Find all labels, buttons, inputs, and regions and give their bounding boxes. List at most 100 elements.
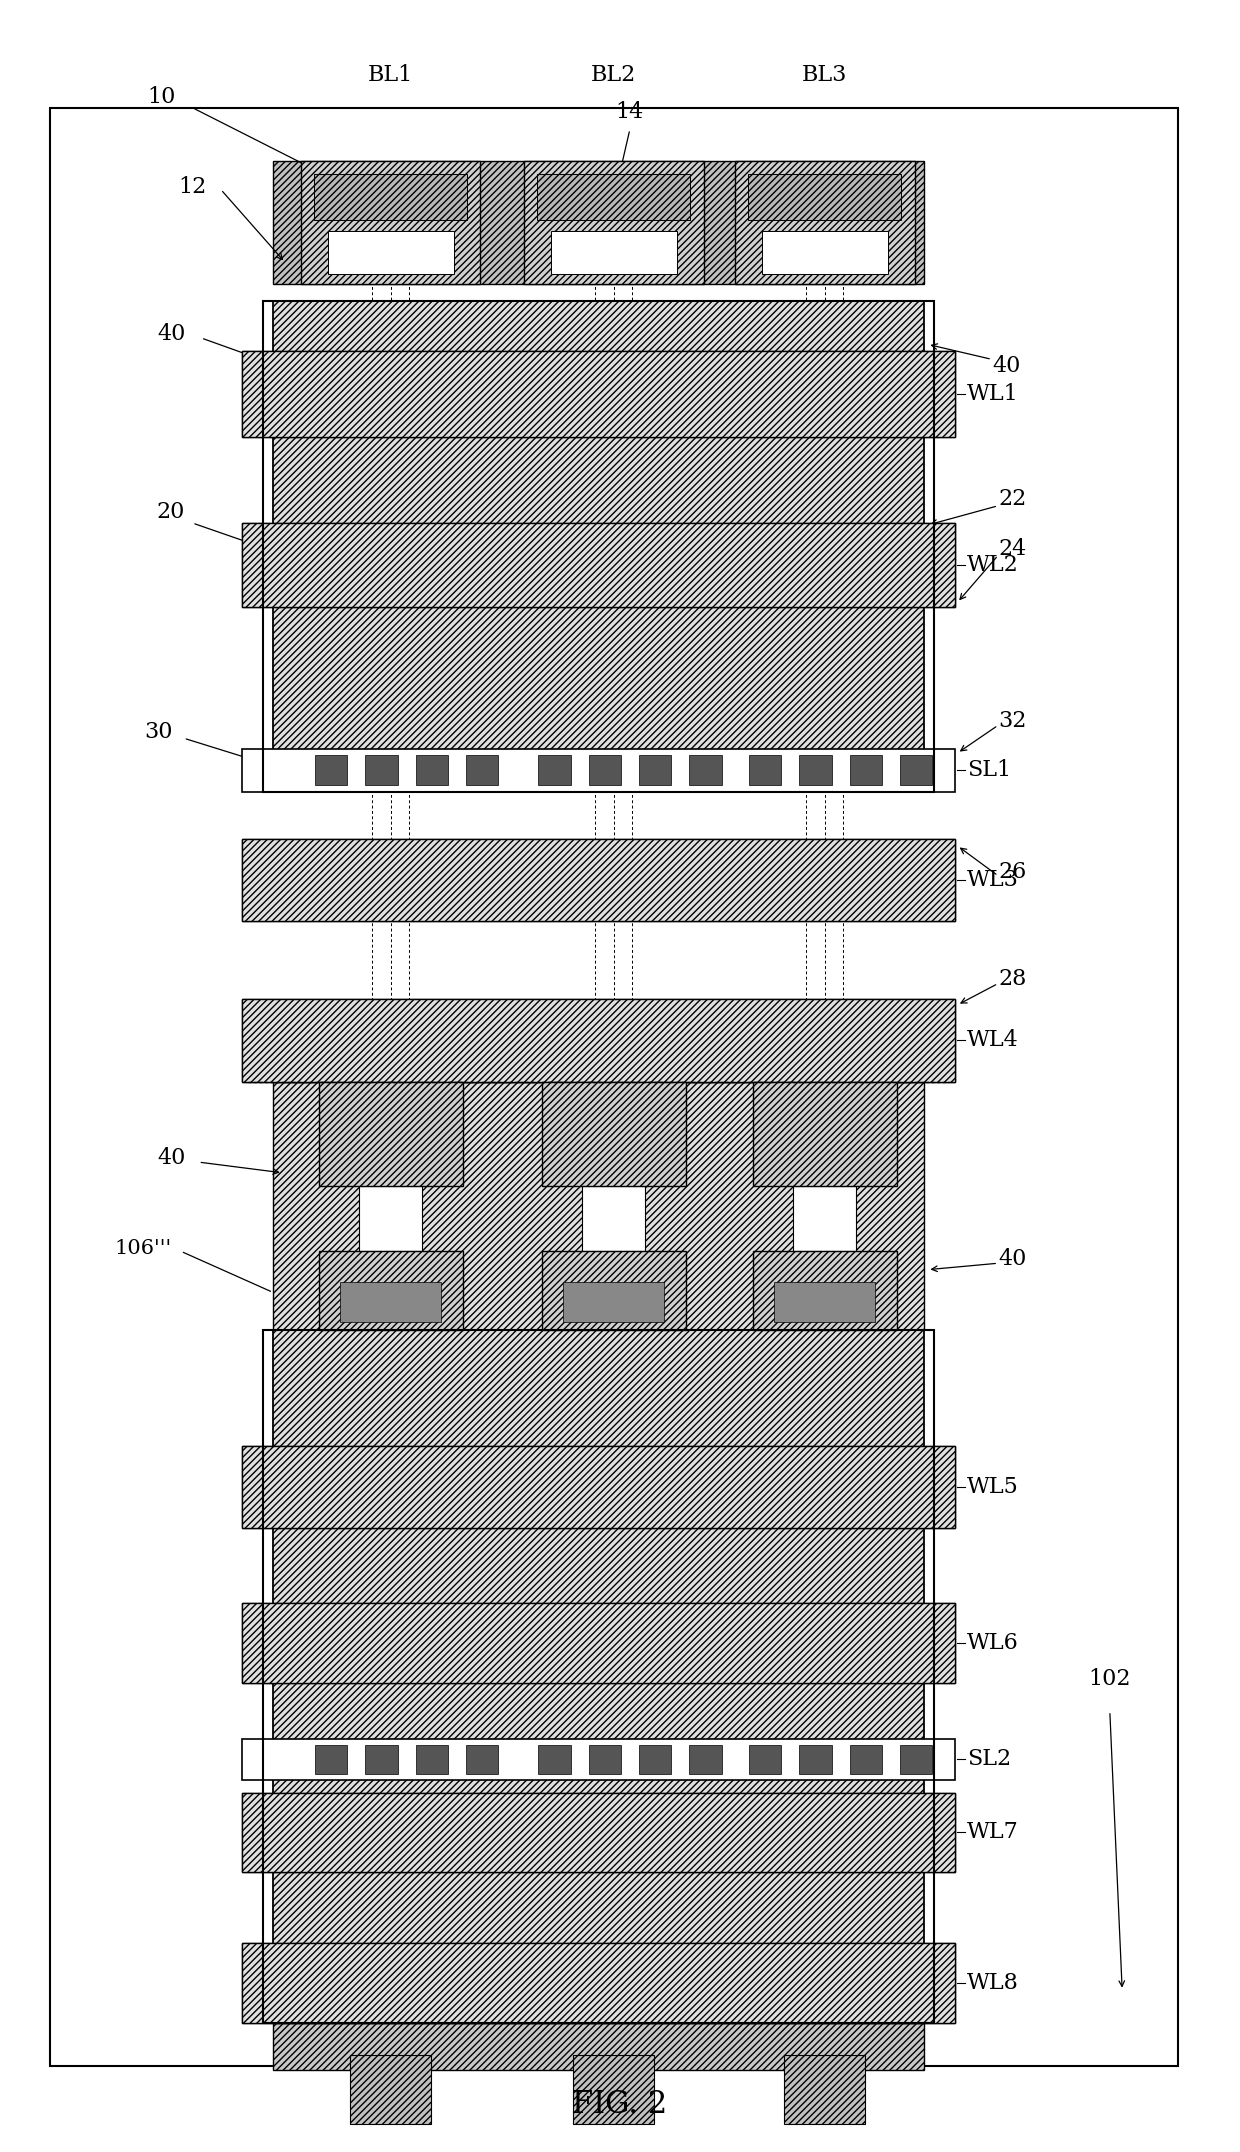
Bar bbox=[366, 1745, 398, 1773]
Bar bbox=[242, 1446, 955, 1528]
Bar bbox=[466, 755, 498, 785]
Bar bbox=[689, 1745, 722, 1773]
Bar bbox=[563, 1283, 665, 1321]
Bar bbox=[273, 301, 924, 792]
Bar bbox=[639, 1745, 671, 1773]
Text: FIG. 2: FIG. 2 bbox=[573, 2090, 667, 2120]
Bar bbox=[415, 1745, 448, 1773]
Bar bbox=[800, 1745, 832, 1773]
Bar bbox=[466, 1745, 498, 1773]
Text: 102: 102 bbox=[1089, 1668, 1131, 1689]
Text: WL5: WL5 bbox=[967, 1476, 1019, 1498]
Bar bbox=[263, 1330, 934, 2023]
Text: 30: 30 bbox=[145, 721, 172, 742]
Text: 12: 12 bbox=[179, 176, 206, 198]
Bar bbox=[242, 351, 955, 437]
Bar bbox=[537, 174, 691, 220]
Bar bbox=[360, 1186, 422, 1250]
Bar bbox=[748, 174, 901, 220]
Bar bbox=[242, 523, 955, 607]
Text: 14: 14 bbox=[616, 101, 644, 123]
Text: 20: 20 bbox=[157, 501, 185, 523]
Text: BL1: BL1 bbox=[368, 65, 413, 86]
Bar bbox=[800, 755, 832, 785]
Bar bbox=[523, 161, 704, 284]
Bar bbox=[900, 1745, 932, 1773]
Text: 40: 40 bbox=[157, 323, 185, 344]
Bar bbox=[273, 1330, 924, 2023]
Bar bbox=[542, 1082, 686, 1186]
Text: 10: 10 bbox=[148, 86, 175, 108]
Bar bbox=[583, 1186, 645, 1250]
Text: 24: 24 bbox=[998, 538, 1027, 560]
Bar bbox=[749, 755, 781, 785]
Text: 106''': 106''' bbox=[114, 1240, 171, 1257]
Bar bbox=[315, 1745, 347, 1773]
Bar bbox=[314, 174, 467, 220]
Text: 40: 40 bbox=[998, 1248, 1027, 1270]
Bar bbox=[849, 755, 882, 785]
Bar bbox=[263, 301, 934, 792]
Text: 28: 28 bbox=[998, 968, 1027, 990]
Text: BL3: BL3 bbox=[802, 65, 847, 86]
Bar bbox=[315, 755, 347, 785]
Bar bbox=[900, 755, 932, 785]
Bar bbox=[273, 161, 924, 284]
Text: WL3: WL3 bbox=[967, 869, 1019, 891]
Bar bbox=[542, 1250, 686, 1330]
Text: WL2: WL2 bbox=[967, 553, 1019, 577]
Bar bbox=[327, 230, 454, 273]
Bar bbox=[774, 1283, 875, 1321]
Bar bbox=[242, 1446, 955, 1528]
Bar bbox=[242, 749, 955, 792]
Text: 40: 40 bbox=[157, 1147, 185, 1169]
Bar bbox=[761, 230, 888, 273]
Bar bbox=[589, 755, 621, 785]
Bar bbox=[273, 1082, 924, 1330]
Text: 32: 32 bbox=[998, 710, 1027, 732]
Text: 26: 26 bbox=[998, 861, 1027, 882]
Bar bbox=[753, 1082, 897, 1186]
Text: 40: 40 bbox=[992, 355, 1021, 377]
Bar bbox=[242, 999, 955, 1082]
Bar bbox=[753, 1250, 897, 1330]
Bar bbox=[734, 161, 915, 284]
Bar bbox=[242, 1739, 955, 1780]
Bar bbox=[573, 2055, 655, 2124]
Text: SL1: SL1 bbox=[967, 760, 1012, 781]
Bar bbox=[242, 1603, 955, 1683]
Bar bbox=[242, 1603, 955, 1683]
Bar bbox=[319, 1082, 463, 1186]
Bar bbox=[273, 2023, 924, 2070]
Bar bbox=[300, 161, 480, 284]
Bar bbox=[784, 2055, 866, 2124]
Bar bbox=[242, 1793, 955, 1872]
Bar bbox=[794, 1186, 856, 1250]
Text: SL2: SL2 bbox=[967, 1747, 1012, 1771]
Bar bbox=[340, 1283, 441, 1321]
Text: WL6: WL6 bbox=[967, 1631, 1019, 1655]
Bar bbox=[242, 1793, 955, 1872]
Text: WL1: WL1 bbox=[967, 383, 1019, 405]
Bar bbox=[639, 755, 671, 785]
Bar bbox=[538, 1745, 570, 1773]
Bar bbox=[415, 755, 448, 785]
Bar bbox=[242, 523, 955, 607]
Bar bbox=[350, 2055, 432, 2124]
Bar bbox=[242, 1943, 955, 2023]
Bar bbox=[366, 755, 398, 785]
Bar bbox=[242, 839, 955, 921]
Bar bbox=[538, 755, 570, 785]
Bar bbox=[242, 351, 955, 437]
Bar bbox=[849, 1745, 882, 1773]
Bar bbox=[242, 839, 955, 921]
Text: WL7: WL7 bbox=[967, 1821, 1019, 1844]
Bar bbox=[242, 999, 955, 1082]
Text: BL2: BL2 bbox=[591, 65, 636, 86]
Bar bbox=[689, 755, 722, 785]
Text: WL8: WL8 bbox=[967, 1971, 1019, 1995]
Bar bbox=[589, 1745, 621, 1773]
Text: 22: 22 bbox=[998, 489, 1027, 510]
Bar bbox=[319, 1250, 463, 1330]
Bar bbox=[242, 1943, 955, 2023]
